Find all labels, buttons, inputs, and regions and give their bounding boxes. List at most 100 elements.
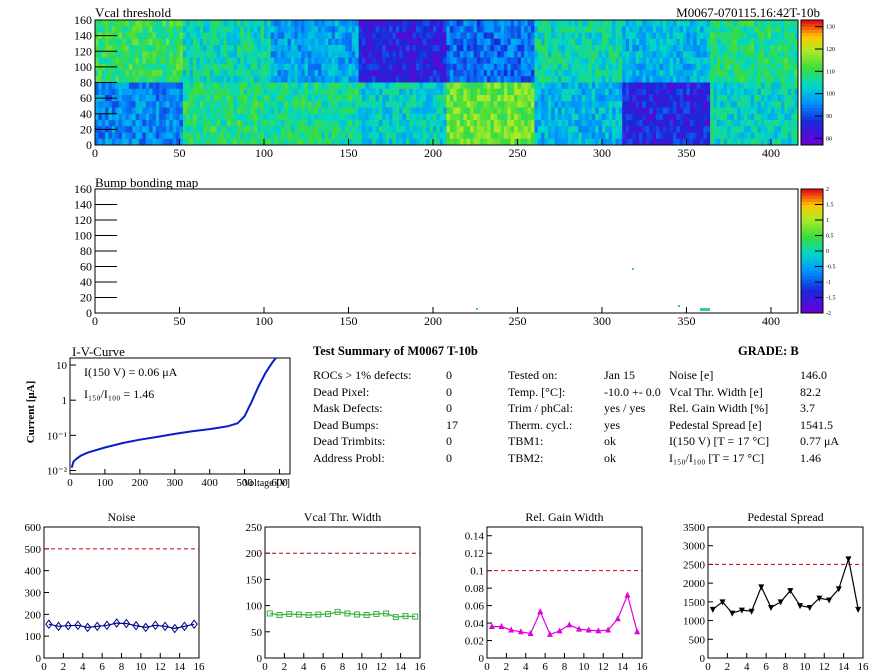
threshold-cell <box>699 101 704 108</box>
threshold-cell <box>358 32 363 40</box>
threshold-cell <box>767 63 772 71</box>
threshold-cell <box>334 132 339 140</box>
threshold-cell <box>507 51 512 58</box>
threshold-cell <box>574 132 579 140</box>
summary-value: 0 <box>446 384 452 399</box>
threshold-cell <box>480 26 485 33</box>
threshold-cell <box>122 95 126 102</box>
threshold-cell <box>754 45 758 52</box>
threshold-cell <box>311 82 316 90</box>
threshold-cell <box>652 63 657 71</box>
threshold-cell <box>699 63 704 71</box>
threshold-cell <box>476 82 481 90</box>
threshold-cell <box>561 20 566 27</box>
color-scale-band <box>801 48 823 52</box>
threshold-cell <box>101 38 106 46</box>
threshold-cell <box>314 95 319 102</box>
threshold-cell <box>750 26 755 33</box>
threshold-cell <box>727 88 731 96</box>
threshold-cell <box>558 126 562 133</box>
threshold-cell <box>277 107 282 115</box>
threshold-cell <box>672 88 677 96</box>
threshold-cell <box>382 51 387 58</box>
iv-x-tick-label: 600 <box>271 477 288 489</box>
threshold-cell <box>544 95 549 102</box>
threshold-cell <box>757 107 762 115</box>
threshold-cell <box>470 57 474 65</box>
threshold-cell <box>683 88 687 96</box>
threshold-cell <box>132 113 136 121</box>
threshold-cell <box>517 113 522 121</box>
threshold-cell <box>145 20 150 27</box>
threshold-cell <box>645 138 650 146</box>
threshold-cell <box>422 70 427 77</box>
threshold-cell <box>683 32 687 40</box>
roc-data-point <box>767 604 774 611</box>
threshold-cell <box>436 82 441 90</box>
threshold-cell <box>368 120 373 127</box>
threshold-cell <box>274 138 278 146</box>
threshold-cell <box>324 20 329 27</box>
threshold-cell <box>405 138 410 146</box>
threshold-cell <box>507 113 512 121</box>
threshold-cell <box>422 20 427 27</box>
threshold-cell <box>520 82 525 90</box>
threshold-cell <box>463 32 468 40</box>
threshold-cell <box>138 51 143 58</box>
threshold-cell <box>402 57 407 65</box>
threshold-cell <box>770 57 775 65</box>
threshold-cell <box>328 101 332 108</box>
threshold-cell <box>524 113 529 121</box>
threshold-cell <box>165 138 170 146</box>
threshold-cell <box>585 82 589 90</box>
threshold-cell <box>135 107 140 115</box>
threshold-cell <box>182 20 187 27</box>
threshold-cell <box>774 51 779 58</box>
threshold-cell <box>392 70 397 77</box>
threshold-cell <box>591 57 596 65</box>
threshold-cell <box>605 32 610 40</box>
threshold-cell <box>443 126 447 133</box>
threshold-cell <box>284 101 289 108</box>
threshold-cell <box>672 20 677 27</box>
threshold-cell <box>618 82 623 90</box>
threshold-cell <box>537 113 542 121</box>
threshold-cell <box>622 76 627 83</box>
threshold-cell <box>588 88 593 96</box>
threshold-cell <box>588 126 593 133</box>
threshold-cell <box>253 95 258 102</box>
threshold-cell <box>142 51 147 58</box>
threshold-cell <box>267 120 272 127</box>
threshold-cell <box>432 88 437 96</box>
threshold-cell <box>449 51 454 58</box>
threshold-cell <box>314 20 319 27</box>
threshold-cell <box>524 26 529 33</box>
threshold-cell <box>466 32 471 40</box>
color-scale-band <box>801 132 823 137</box>
threshold-cell <box>416 45 420 52</box>
threshold-cell <box>770 20 775 27</box>
roc-x-tick-label: 2 <box>61 661 67 672</box>
threshold-cell <box>618 101 623 108</box>
threshold-cell <box>558 101 562 108</box>
threshold-cell <box>760 38 765 46</box>
threshold-cell <box>656 57 660 65</box>
threshold-cell <box>483 132 488 140</box>
threshold-cell <box>389 63 393 71</box>
threshold-cell <box>683 126 687 133</box>
threshold-cell <box>537 76 542 83</box>
threshold-cell <box>507 126 512 133</box>
threshold-cell <box>409 45 414 52</box>
threshold-cell <box>645 82 650 90</box>
threshold-cell <box>365 70 370 77</box>
threshold-cell <box>564 45 569 52</box>
threshold-cell <box>652 38 657 46</box>
threshold-cell <box>710 63 714 71</box>
roc-data-point <box>816 595 823 602</box>
threshold-cell <box>699 26 704 33</box>
threshold-cell <box>432 101 437 108</box>
threshold-cell <box>274 32 278 40</box>
threshold-cell <box>145 51 150 58</box>
threshold-cell <box>122 82 126 90</box>
threshold-cell <box>601 88 606 96</box>
